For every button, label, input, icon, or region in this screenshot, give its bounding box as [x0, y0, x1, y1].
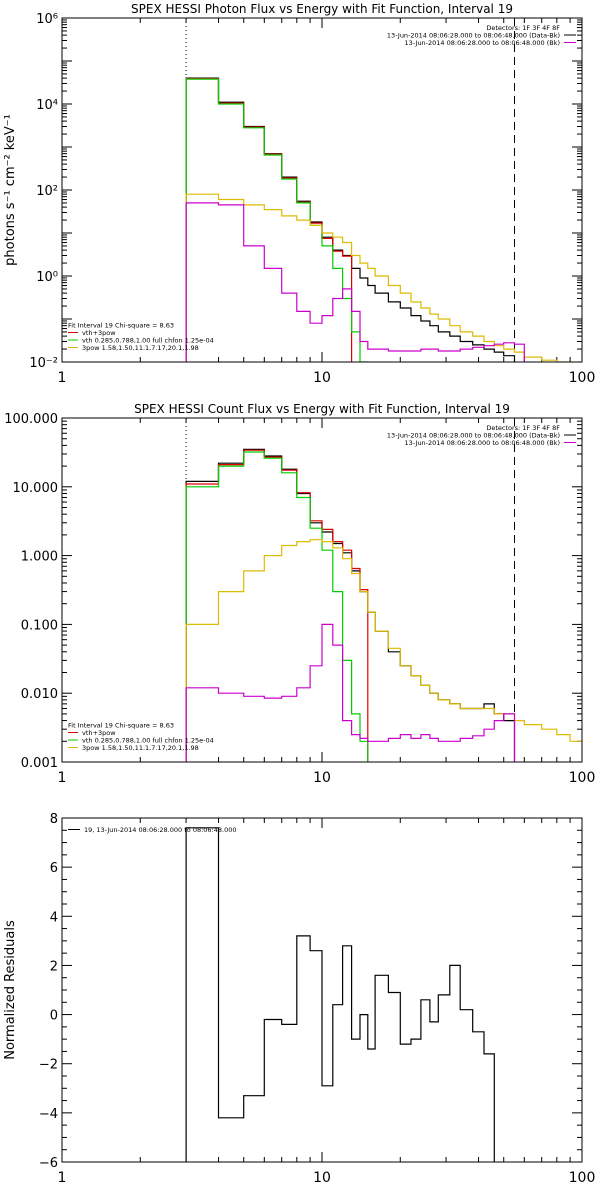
- series-line-19-13-jun-2014-08-06-28-000-to-08-06-48-000: [185, 827, 495, 1162]
- y-tick-label: 10⁻²: [29, 356, 58, 371]
- plot-frame: [61, 417, 583, 763]
- chart-panel-3: 1 10 100 −6 −4 −2 0 2 4 6 8 Normalized Residuals 19,…: [3, 812, 595, 1186]
- legend-entry: vth+3pow: [82, 729, 116, 737]
- y-axis: 0.001 0.010 0.100 1.000 10.000 100.000: [4, 412, 582, 771]
- series-group: [185, 448, 582, 762]
- legend-entry: 3pow 1.58,1.50,11.1,7.17,20.1,1.98: [82, 744, 199, 752]
- legend-entry: Detectors: 1F 3F 4F 8F: [486, 24, 560, 32]
- x-tick-label: 100: [569, 1170, 596, 1186]
- y-tick-label: 10⁴: [36, 98, 58, 113]
- y-tick-label: 6: [50, 861, 58, 876]
- y-tick-label: 4: [50, 910, 58, 925]
- series-group: [185, 827, 495, 1162]
- x-tick-label: 1: [58, 1170, 67, 1186]
- legend-bottom: Fit Interval 19 Chi-square = 8.63vth+3po…: [68, 722, 214, 752]
- y-tick-label: −4: [39, 1107, 58, 1122]
- legend-top: 19, 13-Jun-2014 08:06:28.000 to 08:06:48…: [68, 826, 236, 834]
- y-tick-label: 1.000: [21, 550, 58, 565]
- legend-entry: 13-Jun-2014 08:06:28.000 to 08:06:48.000…: [387, 432, 560, 440]
- y-tick-label: −6: [39, 1156, 58, 1171]
- x-tick-label: 100: [569, 370, 596, 386]
- legend-entry: 19, 13-Jun-2014 08:06:28.000 to 08:06:48…: [84, 826, 236, 834]
- x-tick-label: 100: [569, 770, 596, 786]
- plot-frame: [61, 17, 583, 363]
- series-group: [185, 77, 571, 362]
- y-tick-label: −2: [39, 1058, 58, 1073]
- y-tick-label: 10²: [36, 184, 58, 199]
- legend-entry: vth+3pow: [82, 329, 116, 337]
- legend-entry: vth 0.285,0.788,1.00 full chfon 1.25e-04: [82, 337, 214, 345]
- x-tick-label: 10: [313, 1170, 331, 1186]
- y-tick-label: 2: [50, 959, 58, 974]
- chart-panel-2: SPEX HESSI Count Flux vs Energy with Fit…: [4, 402, 595, 786]
- x-tick-label: 10: [313, 770, 331, 786]
- legend-entry: 3pow 1.58,1.50,11.1,7.17,20.1,1.98: [82, 344, 199, 352]
- y-tick-label: 0: [50, 1009, 58, 1024]
- series-line-vth: [185, 451, 369, 762]
- y-tick-label: 0.010: [21, 687, 58, 702]
- y-tick-label: 100.000: [4, 412, 58, 427]
- legend-entry: 13-Jun-2014 08:06:28.000 to 08:06:48.000…: [405, 439, 560, 447]
- series-line-bk: [185, 623, 516, 762]
- y-axis: 10⁻² 10⁰ 10² 10⁴ 10⁶: [29, 12, 582, 371]
- y-axis-label: photons s⁻¹ cm⁻² keV⁻¹: [3, 114, 18, 266]
- legend-entry: Fit Interval 19 Chi-square = 8.63: [68, 722, 174, 730]
- series-line-3pow: [185, 193, 571, 362]
- y-tick-label: 0.001: [21, 756, 58, 771]
- y-axis-label: Normalized Residuals: [3, 920, 18, 1060]
- x-axis: 1 10 100: [58, 818, 596, 1186]
- plot-frame: [61, 817, 583, 1163]
- legend-entry: 13-Jun-2014 08:06:28.000 to 08:06:48.000…: [387, 32, 560, 40]
- chart-title: SPEX HESSI Photon Flux vs Energy with Fi…: [131, 2, 513, 16]
- series-line-bk: [185, 202, 525, 362]
- legend-entry: Detectors: 1F 3F 4F 8F: [486, 424, 560, 432]
- legend-bottom: Fit Interval 19 Chi-square = 8.63vth+3po…: [68, 322, 214, 352]
- x-tick-label: 1: [58, 770, 67, 786]
- legend-entry: Fit Interval 19 Chi-square = 8.63: [68, 322, 174, 330]
- chart-title: SPEX HESSI Count Flux vs Energy with Fit…: [134, 402, 510, 416]
- y-tick-label: 0.100: [21, 618, 58, 633]
- y-tick-label: 10⁰: [36, 270, 58, 285]
- legend-entry: vth 0.285,0.788,1.00 full chfon 1.25e-04: [82, 737, 214, 745]
- y-tick-label: 10⁶: [36, 12, 58, 27]
- y-tick-label: 10.000: [13, 481, 59, 496]
- chart-panel-1: SPEX HESSI Photon Flux vs Energy with Fi…: [3, 2, 595, 386]
- y-tick-label: 8: [50, 812, 58, 827]
- legend-entry: 13-Jun-2014 08:06:28.000 to 08:06:48.000…: [405, 39, 560, 47]
- x-tick-label: 10: [313, 370, 331, 386]
- x-tick-label: 1: [58, 370, 67, 386]
